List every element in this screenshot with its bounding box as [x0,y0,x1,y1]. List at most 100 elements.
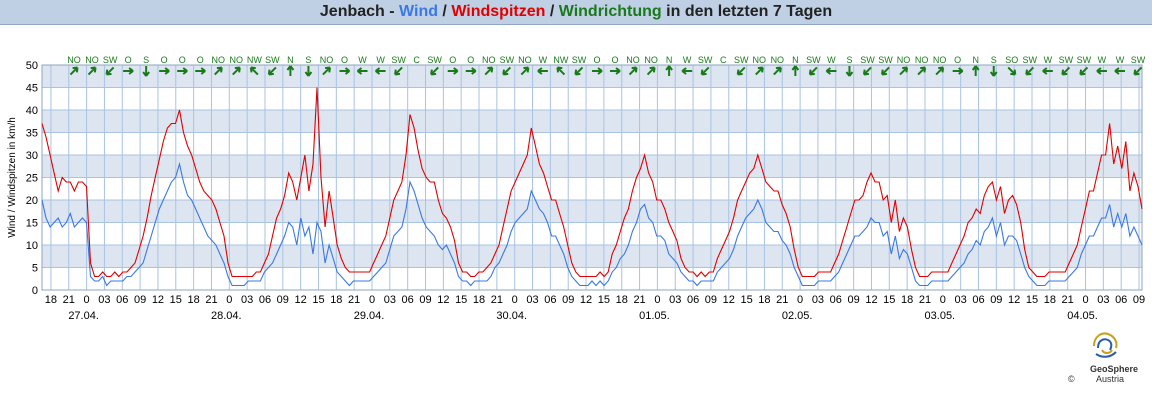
y-axis-label: Wind / Windspitzen in km/h [7,117,18,238]
direction-arrow-shape [574,66,584,76]
date-label: 30.04. [496,310,527,322]
direction-arrow-icon [880,66,890,76]
direction-arrow-icon [700,66,710,76]
x-tick-label: 18 [616,294,628,306]
x-tick-label: 21 [919,294,931,306]
direction-arrow-shape [845,66,854,77]
direction-arrow-shape [214,66,223,76]
direction-arrow-shape [267,66,277,76]
direction-label: N [792,55,799,65]
direction-arrow-icon [484,66,494,76]
direction-label: SO [1005,55,1018,65]
direction-arrow-shape [917,66,927,76]
direction-arrow-icon [69,66,79,76]
direction-label: N [287,55,294,65]
direction-arrow-shape [394,66,403,76]
direction-arrow-icon [214,66,223,76]
date-label: 28.04. [211,310,242,322]
date-label: 04.05. [1067,310,1098,322]
direction-arrow-icon [232,66,241,76]
geosphere-emblem-icon [1093,332,1118,358]
x-tick-label: 12 [437,294,449,306]
direction-label: W [1098,55,1107,65]
direction-label: NO [644,55,658,65]
direction-arrow-icon [520,66,530,76]
direction-arrow-icon [502,66,512,76]
title-sep-2: / [437,3,452,20]
direction-label: SW [103,55,118,65]
direction-arrow-icon [142,66,150,77]
direction-label: NO [897,55,911,65]
x-tick-label: 03 [812,294,824,306]
direction-arrow-shape [232,66,241,76]
x-tick-label: 03 [1097,294,1109,306]
direction-arrow-icon [304,66,313,77]
direction-label: NW [247,55,262,65]
x-tick-label: 12 [865,294,877,306]
x-tick-label: 21 [633,294,645,306]
direction-arrow-icon [465,67,477,75]
x-tick-label: 0 [84,294,90,306]
date-label: 01.05. [639,310,670,322]
direction-arrow-shape [502,66,512,76]
title-direction: Windrichtung [558,3,662,20]
x-tick-label: 18 [330,294,342,306]
x-tick-label: 18 [1044,294,1056,306]
direction-arrow-shape [537,67,548,75]
direction-label: NO [518,55,532,65]
direction-arrow-shape [447,67,459,75]
date-label: 03.05. [925,310,956,322]
direction-arrow-shape [862,66,872,76]
direction-arrow-shape [304,66,313,77]
x-tick-label: 0 [797,294,803,306]
direction-arrow-shape [356,67,368,75]
direction-arrow-shape [159,67,170,75]
direction-arrow-shape [808,66,818,76]
direction-label: SW [860,55,875,65]
direction-arrow-shape [484,66,494,76]
direction-arrow-shape [374,67,386,75]
direction-arrow-icon [935,66,945,76]
direction-arrow-icon [394,66,403,76]
direction-label: W [376,55,385,65]
direction-arrow-shape [681,67,693,75]
date-label: 02.05. [782,310,813,322]
chart-title: Jenbach - Wind / Windspitzen / Windricht… [0,0,1152,25]
y-tick-label: 50 [26,60,38,72]
x-tick-label: 0 [512,294,518,306]
x-tick-label: 03 [526,294,538,306]
direction-label: N [972,55,979,65]
x-tick-label: 0 [940,294,946,306]
series-line-wind [41,161,1143,287]
direction-arrow-icon [628,66,638,76]
x-tick-label: 15 [455,294,467,306]
direction-arrow-shape [825,67,837,75]
direction-label: SW [734,55,749,65]
direction-label: NO [482,55,496,65]
direction-label: S [846,55,852,65]
direction-arrow-icon [1133,66,1143,76]
direction-label: SW [878,55,893,65]
direction-label: SW [806,55,821,65]
direction-label: W [1044,55,1053,65]
direction-label: W [358,55,367,65]
grid-band [42,110,1142,133]
direction-arrow-shape [177,67,188,75]
direction-arrow-shape [591,67,603,75]
direction-arrow-icon [862,66,872,76]
direction-label: C [413,55,420,65]
direction-arrow-icon [1025,66,1035,76]
direction-arrow-shape [520,66,530,76]
direction-label: O [161,55,168,65]
geosphere-logo: GeoSphere © Austria [1062,328,1146,392]
direction-arrow-shape [105,66,115,76]
direction-arrow-icon [646,66,656,76]
direction-arrow-shape [610,67,621,75]
direction-label: NO [320,55,334,65]
title-station: Jenbach [319,3,385,20]
x-tick-label: 15 [1026,294,1038,306]
plot-frame [41,64,1143,291]
direction-arrow-shape [69,66,79,76]
x-tick-label: 09 [562,294,574,306]
